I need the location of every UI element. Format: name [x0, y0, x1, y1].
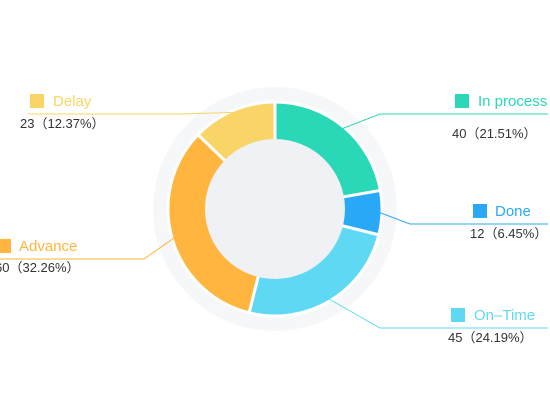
legend-label-delay: Delay	[53, 93, 92, 110]
callout-line-on-time	[328, 298, 548, 329]
legend-swatch-done	[473, 204, 487, 218]
data-label-done: 12（6.45%）	[470, 226, 547, 241]
callout-line-in-process	[342, 113, 548, 130]
legend-label-advance: Advance	[19, 238, 77, 255]
legend-label-on-time: On–Time	[474, 307, 535, 324]
callout-line-done	[379, 212, 548, 225]
legend-swatch-in-process	[455, 94, 469, 108]
legend-swatch-advance	[0, 239, 11, 253]
callout-line-advance	[0, 237, 175, 260]
data-label-delay: 23（12.37%）	[20, 116, 105, 131]
legend-swatch-delay	[30, 94, 44, 108]
data-label-in-process: 40（21.51%）	[452, 126, 537, 141]
inner-disc	[205, 139, 345, 279]
data-label-advance: 60（32.26%）	[0, 260, 80, 275]
callout-line-delay	[28, 111, 234, 115]
legend-label-in-process: In process	[478, 93, 547, 110]
legend-swatch-on-time	[451, 308, 465, 322]
data-label-on-time: 45（24.19%）	[448, 330, 533, 345]
legend-label-done: Done	[495, 203, 531, 220]
